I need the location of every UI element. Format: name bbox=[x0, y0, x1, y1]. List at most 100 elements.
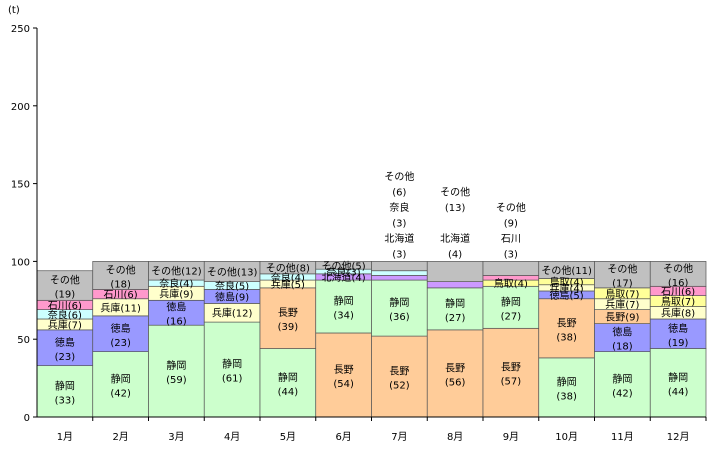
bar-segment bbox=[482, 327, 540, 418]
segment-name-label: 静岡 bbox=[612, 372, 632, 385]
segment-name-label: 長野 bbox=[501, 362, 521, 374]
outside-segment-label: (13) bbox=[445, 203, 466, 214]
segment-name-label: その他 bbox=[607, 263, 637, 276]
y-unit-label: (t) bbox=[8, 5, 20, 16]
bar-segment bbox=[371, 270, 428, 276]
segment-value-label: (38) bbox=[556, 332, 577, 343]
segment-label: 兵庫(11) bbox=[100, 301, 141, 314]
segment-label: 長野(9) bbox=[605, 312, 639, 324]
segment-label: その他(11) bbox=[541, 264, 592, 277]
outside-segment-label: 石川 bbox=[501, 234, 521, 245]
segment-value-label: (23) bbox=[55, 352, 76, 363]
segment-name-label: 静岡 bbox=[445, 297, 465, 310]
segment-value-label: (38) bbox=[556, 391, 577, 402]
bar-segment bbox=[315, 332, 372, 418]
segment-value-label: (59) bbox=[166, 375, 187, 386]
segment-name-label: 徳島 bbox=[55, 336, 75, 349]
bar-segment bbox=[538, 298, 595, 359]
segment-value-label: (17) bbox=[612, 279, 633, 290]
segment-label: 北海道(4) bbox=[322, 271, 366, 284]
x-tick-label: 8月 bbox=[447, 431, 463, 443]
segment-name-label: 静岡 bbox=[668, 371, 688, 384]
segment-name-label: 静岡 bbox=[111, 372, 131, 385]
segment-label: 兵庫(4) bbox=[550, 282, 584, 295]
x-tick-label: 5月 bbox=[280, 431, 296, 443]
segment-value-label: (18) bbox=[612, 342, 633, 353]
outside-segment-label: 北海道 bbox=[440, 232, 470, 245]
bar-segment bbox=[426, 261, 484, 282]
segment-value-label: (27) bbox=[445, 313, 466, 324]
outside-segment-label: (9) bbox=[504, 218, 518, 229]
segment-name-label: 静岡 bbox=[334, 295, 354, 308]
segment-label: 奈良(4) bbox=[159, 277, 193, 290]
bar-segment bbox=[649, 348, 707, 418]
segment-value-label: (44) bbox=[278, 387, 299, 398]
segment-value-label: (23) bbox=[110, 338, 131, 349]
segment-value-label: (19) bbox=[55, 290, 76, 301]
segment-value-label: (61) bbox=[222, 374, 243, 385]
bar-segment bbox=[371, 275, 428, 281]
bar-segment bbox=[259, 287, 317, 349]
segment-label: 鳥取(7) bbox=[605, 287, 639, 300]
segment-label: 兵庫(8) bbox=[661, 307, 695, 320]
segment-value-label: (18) bbox=[110, 279, 131, 290]
segment-label: 鳥取(4) bbox=[550, 276, 584, 289]
y-tick-label: 250 bbox=[11, 24, 30, 35]
segment-label: 石川(6) bbox=[48, 301, 82, 312]
outside-segment-label: (3) bbox=[392, 249, 406, 260]
segment-value-label: (57) bbox=[501, 377, 522, 388]
bar-segment bbox=[259, 348, 317, 418]
segment-label: 兵庫(5) bbox=[271, 278, 305, 291]
bar-segment bbox=[371, 279, 428, 337]
segment-label: 奈良(3) bbox=[327, 266, 361, 279]
segment-value-label: (27) bbox=[501, 311, 522, 322]
x-tick-label: 12月 bbox=[667, 431, 690, 443]
segment-name-label: 長野 bbox=[278, 307, 298, 319]
segment-name-label: 静岡 bbox=[501, 295, 521, 308]
outside-segment-label: (3) bbox=[504, 249, 518, 260]
segment-value-label: (34) bbox=[333, 311, 354, 322]
segment-label: その他(8) bbox=[266, 262, 310, 275]
outside-segment-label: (3) bbox=[392, 218, 406, 229]
segment-value-label: (19) bbox=[668, 338, 689, 349]
x-tick-label: 7月 bbox=[391, 431, 407, 443]
segment-value-label: (42) bbox=[612, 388, 633, 399]
outside-segment-label: (6) bbox=[392, 187, 406, 198]
segment-value-label: (16) bbox=[166, 317, 187, 328]
y-tick-label: 50 bbox=[17, 335, 30, 346]
outside-segment-label: その他 bbox=[496, 201, 526, 214]
segment-name-label: 徳島 bbox=[612, 326, 632, 339]
x-tick-label: 10月 bbox=[555, 431, 578, 443]
y-tick-label: 200 bbox=[11, 102, 30, 113]
segment-name-label: 徳島 bbox=[668, 322, 688, 335]
bar-segment bbox=[426, 329, 484, 418]
segment-value-label: (39) bbox=[278, 322, 299, 333]
segment-label: その他(5) bbox=[322, 259, 366, 272]
bar-segment bbox=[315, 279, 372, 334]
bar-segment bbox=[36, 270, 94, 301]
segment-value-label: (42) bbox=[110, 388, 131, 399]
bar-segment bbox=[203, 321, 261, 418]
segment-label: 石川(6) bbox=[104, 290, 138, 301]
segment-label: その他(13) bbox=[207, 266, 258, 279]
x-tick-label: 11月 bbox=[611, 431, 634, 443]
segment-value-label: (44) bbox=[668, 387, 689, 398]
segment-label: 兵庫(7) bbox=[48, 318, 82, 331]
x-tick-label: 1月 bbox=[57, 431, 73, 443]
bar-segment bbox=[482, 261, 540, 276]
segment-name-label: その他 bbox=[663, 262, 693, 275]
bar-segment bbox=[148, 299, 205, 326]
bar-segment bbox=[482, 285, 540, 329]
y-tick-label: 100 bbox=[11, 257, 30, 268]
y-tick-label: 0 bbox=[24, 413, 30, 424]
bar-segment bbox=[148, 324, 205, 418]
segment-value-label: (54) bbox=[333, 379, 354, 390]
segment-name-label: 静岡 bbox=[222, 358, 242, 371]
segment-label: 鳥取(4) bbox=[494, 277, 528, 290]
segment-value-label: (33) bbox=[55, 395, 76, 406]
segment-name-label: 長野 bbox=[557, 317, 577, 329]
segment-name-label: 静岡 bbox=[389, 296, 409, 309]
bar-segment bbox=[36, 329, 94, 367]
x-tick-label: 2月 bbox=[112, 431, 128, 443]
